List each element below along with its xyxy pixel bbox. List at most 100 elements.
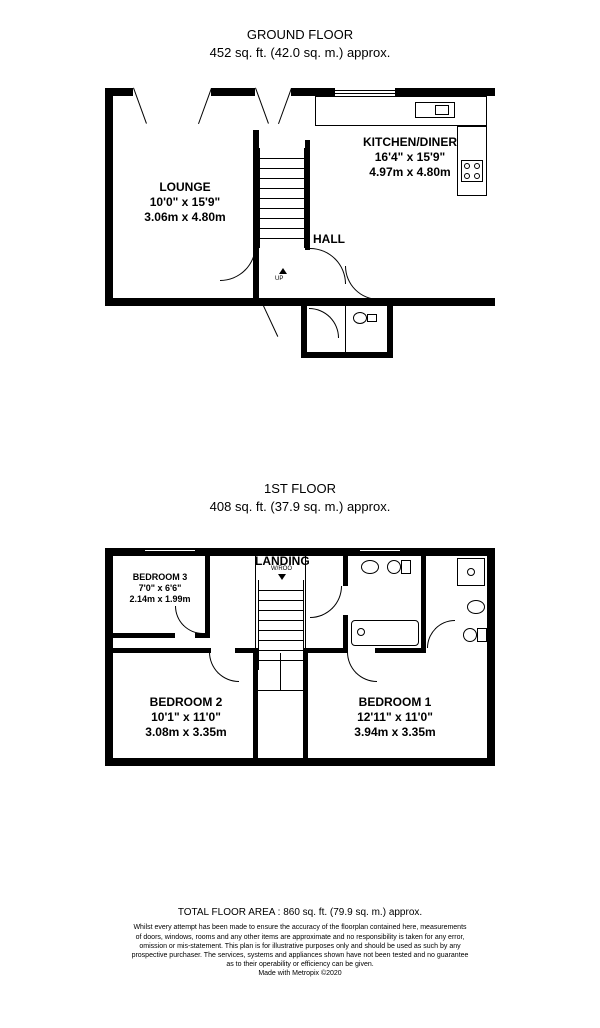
bed2-name: BEDROOM 2 [121, 695, 251, 710]
ground-area: 452 sq. ft. (42.0 sq. m.) approx. [0, 44, 600, 62]
bed3-label: BEDROOM 3 7'0" x 6'6" 2.14m x 1.99m [115, 572, 205, 604]
wc-partition [345, 306, 346, 352]
disclaimer-line: as to their operability or efficiency ca… [40, 960, 560, 969]
wall [113, 633, 175, 638]
stair-side [305, 556, 306, 651]
basin-icon [361, 560, 379, 574]
disclaimer-line: Whilst every attempt has been made to en… [40, 923, 560, 932]
wall [387, 306, 393, 358]
kitchen-name: KITCHEN/DINER [345, 135, 475, 150]
window [145, 762, 205, 763]
window [135, 300, 195, 301]
toilet-bowl [387, 560, 401, 574]
stairs [258, 580, 304, 670]
bed1-name: BEDROOM 1 [325, 695, 465, 710]
first-title: 1ST FLOOR [0, 480, 600, 498]
closet-line [258, 690, 303, 691]
front-door [263, 306, 278, 337]
wall [105, 548, 113, 766]
wall [205, 556, 210, 638]
toilet-icon [367, 314, 377, 322]
wall [487, 548, 495, 766]
wall [395, 88, 495, 96]
door-arc [309, 308, 339, 338]
kitchen-counter [315, 96, 487, 126]
window [335, 93, 395, 94]
wall [113, 648, 211, 653]
stairs-up-label: UP [275, 276, 283, 282]
ground-floor-header: GROUND FLOOR 452 sq. ft. (42.0 sq. m.) a… [0, 26, 600, 62]
floorplan-page: GROUND FLOOR 452 sq. ft. (42.0 sq. m.) a… [0, 0, 600, 1028]
ground-floor-plan: UP LOUNGE 10 [105, 80, 495, 380]
door-arc [427, 620, 455, 648]
lounge-dim-met: 3.06m x 4.80m [125, 210, 245, 225]
wall [343, 615, 348, 653]
door-arc [209, 652, 239, 682]
credit-line: Made with Metropix ©2020 [40, 969, 560, 978]
wall [291, 88, 335, 96]
wall [305, 648, 347, 653]
lounge-label: LOUNGE 10'0" x 15'9" 3.06m x 4.80m [125, 180, 245, 225]
shower-drain [467, 568, 475, 576]
disclaimer-line: omission or mis-statement. This plan is … [40, 942, 560, 951]
door-swing [133, 88, 147, 124]
total-area: TOTAL FLOOR AREA : 860 sq. ft. (79.9 sq.… [40, 906, 560, 919]
first-floor-header: 1ST FLOOR 408 sq. ft. (37.9 sq. m.) appr… [0, 480, 600, 516]
toilet-bowl [463, 628, 477, 642]
door-arc [220, 245, 256, 281]
door-arc [175, 606, 203, 634]
door-arc [310, 248, 346, 284]
up-arrow-icon [279, 268, 287, 274]
door-swing [255, 88, 269, 124]
wall [105, 88, 133, 96]
toilet-cistern [401, 560, 411, 574]
down-arrow-icon [278, 574, 286, 580]
bed3-dim-imp: 7'0" x 6'6" [115, 583, 205, 594]
wall [301, 306, 307, 358]
stairs [259, 148, 305, 248]
bed1-label: BEDROOM 1 12'11" x 11'0" 3.94m x 3.35m [325, 695, 465, 740]
basin-icon [467, 600, 485, 614]
door-swing [198, 88, 212, 124]
bed3-name: BEDROOM 3 [115, 572, 205, 583]
window [145, 550, 195, 551]
toilet-bowl [353, 312, 367, 324]
door-swing [278, 88, 292, 124]
landing-label: LANDING [255, 554, 310, 568]
wall [305, 140, 310, 250]
wall [375, 648, 425, 653]
hall-label: HALL [313, 232, 345, 246]
footer: TOTAL FLOOR AREA : 860 sq. ft. (79.9 sq.… [0, 906, 600, 978]
window [135, 303, 195, 304]
lounge-dim-imp: 10'0" x 15'9" [125, 195, 245, 210]
bathtub-drain [357, 628, 365, 636]
wall [343, 556, 348, 586]
bed1-dim-imp: 12'11" x 11'0" [325, 710, 465, 725]
lounge-name: LOUNGE [125, 180, 245, 195]
disclaimer-line: of doors, windows, rooms and any other i… [40, 933, 560, 942]
ground-title: GROUND FLOOR [0, 26, 600, 44]
wall [301, 352, 393, 358]
bed2-dim-imp: 10'1" x 11'0" [121, 710, 251, 725]
sink-bowl [435, 105, 449, 115]
first-area: 408 sq. ft. (37.9 sq. m.) approx. [0, 498, 600, 516]
bed2-label: BEDROOM 2 10'1" x 11'0" 3.08m x 3.35m [121, 695, 251, 740]
kitchen-dim-imp: 16'4" x 15'9" [345, 150, 475, 165]
kitchen-dim-met: 4.97m x 4.80m [345, 165, 475, 180]
bed2-dim-met: 3.08m x 3.35m [121, 725, 251, 740]
bed3-dim-met: 2.14m x 1.99m [115, 594, 205, 605]
wall [421, 556, 426, 653]
stair-side [255, 556, 256, 651]
window [360, 550, 400, 551]
bed1-dim-met: 3.94m x 3.35m [325, 725, 465, 740]
wall [105, 88, 113, 306]
window [335, 90, 395, 91]
door-arc [347, 652, 377, 682]
kitchen-label: KITCHEN/DINER 16'4" x 15'9" 4.97m x 4.80… [345, 135, 475, 180]
window [365, 762, 425, 763]
disclaimer-line: prospective purchaser. The services, sys… [40, 951, 560, 960]
door-arc [345, 266, 379, 300]
first-floor-plan: W/ROO LANDING BEDROOM 3 7'0" x 6'6" 2.14… [105, 540, 495, 800]
wall [211, 88, 255, 96]
door-arc [310, 586, 342, 618]
